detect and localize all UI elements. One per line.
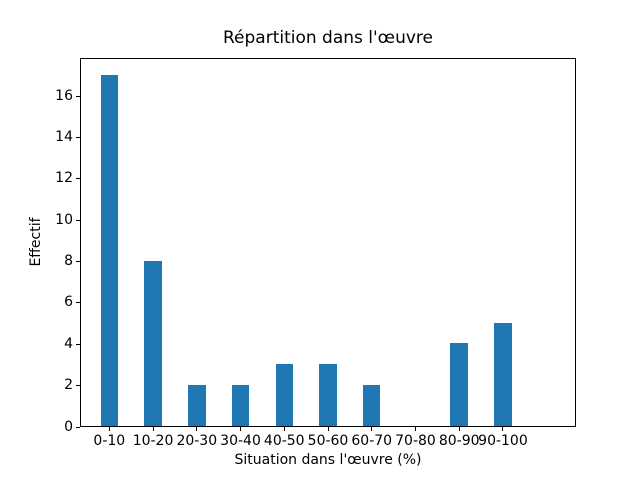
- x-tick-mark: [458, 427, 460, 431]
- y-tick-mark: [76, 219, 80, 221]
- x-tick-mark: [240, 427, 242, 431]
- plot-area: [80, 58, 576, 427]
- y-tick-mark: [76, 302, 80, 304]
- y-tick-mark: [76, 95, 80, 97]
- x-tick-label: 90-100: [478, 433, 528, 449]
- y-tick-label: 8: [64, 253, 73, 270]
- x-tick-mark: [327, 427, 329, 431]
- x-axis-label: Situation dans l'œuvre (%): [234, 452, 422, 468]
- bar-20-30: [188, 384, 206, 426]
- y-tick-label: 14: [55, 129, 73, 146]
- x-tick-mark: [371, 427, 373, 431]
- y-tick-label: 10: [55, 211, 73, 228]
- y-tick-mark: [76, 426, 80, 428]
- x-tick-mark: [283, 427, 285, 431]
- x-tick-label: 10-20: [132, 433, 174, 449]
- bar-30-40: [231, 384, 250, 426]
- x-tick-label: 40-50: [263, 433, 305, 449]
- x-tick-mark: [414, 427, 416, 431]
- bar-80-90: [450, 343, 468, 426]
- y-tick-label: 4: [64, 335, 73, 352]
- x-tick-label: 0-10: [93, 433, 126, 449]
- x-tick-label: 30-40: [220, 433, 261, 449]
- chart-title: Répartition dans l'œuvre: [222, 28, 433, 48]
- x-tick-mark: [196, 427, 198, 431]
- bar-0-10: [100, 74, 119, 426]
- y-tick-label: 0: [64, 418, 73, 435]
- x-tick-label: 80-90: [438, 433, 480, 449]
- y-tick-label: 6: [64, 294, 73, 311]
- x-tick-mark: [108, 427, 110, 431]
- x-tick-label: 50-60: [307, 433, 349, 449]
- bar-50-60: [319, 363, 337, 426]
- y-tick-label: 12: [55, 170, 73, 187]
- bar-60-70: [362, 384, 381, 426]
- x-tick-label: 70-80: [395, 433, 436, 449]
- x-tick-label: 60-70: [351, 433, 393, 449]
- y-tick-mark: [76, 385, 80, 387]
- y-tick-mark: [76, 261, 80, 263]
- x-tick-mark: [502, 427, 504, 431]
- y-tick-label: 2: [64, 377, 73, 394]
- y-tick-mark: [76, 343, 80, 345]
- bar-40-50: [275, 363, 293, 426]
- bar-90-100: [494, 322, 512, 426]
- y-tick-mark: [76, 178, 80, 180]
- y-tick-mark: [76, 137, 80, 139]
- x-tick-label: 20-30: [176, 433, 218, 449]
- bar-10-20: [144, 260, 162, 426]
- x-tick-mark: [152, 427, 154, 431]
- y-tick-label: 16: [55, 87, 73, 104]
